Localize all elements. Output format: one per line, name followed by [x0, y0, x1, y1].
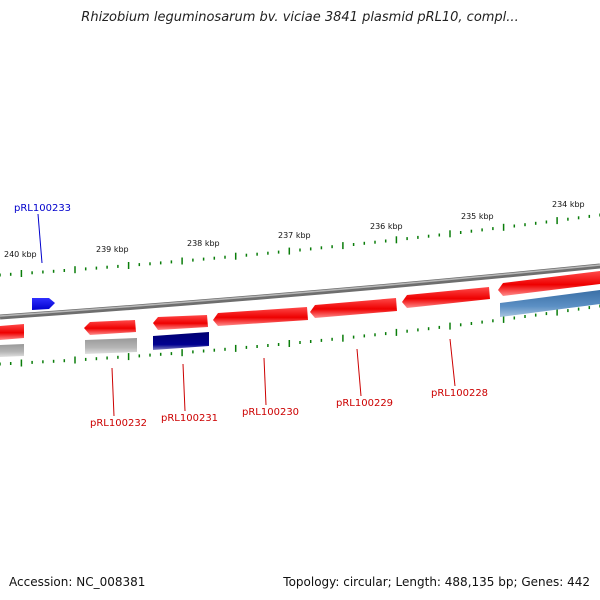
gene-pRL100230-arrow[interactable] [213, 307, 308, 326]
map-title: Rhizobium leguminosarum bv. viciae 3841 … [81, 10, 519, 25]
scale-label-238kbp: 238 kbp [187, 239, 220, 248]
gene-label-pRL100232[interactable]: pRL100232 [90, 418, 147, 429]
gene-label-pRL100233[interactable]: pRL100233 [14, 203, 71, 214]
accession-text: Accession: NC_008381 [9, 575, 146, 589]
scale-label-240kbp: 240 kbp [4, 250, 37, 259]
plasmid-backbone-highlight [0, 264, 600, 317]
gene-pRL100232-arrow[interactable] [84, 320, 136, 335]
gene-pRL100229-leader [356, 348, 362, 397]
scale-label-237kbp: 237 kbp [278, 231, 311, 240]
gene-pRL100233-leader [37, 213, 43, 264]
gene-partial-left-arrow[interactable] [0, 324, 24, 340]
gene-pRL100231-highlight[interactable] [153, 332, 209, 350]
gene-pRL100230-leader [263, 357, 267, 406]
gene-pRL100232-leader [111, 367, 115, 417]
scale-label-234kbp: 234 kbp [552, 200, 585, 209]
gene-pseudo-left[interactable] [0, 344, 24, 357]
gene-label-pRL100229[interactable]: pRL100229 [336, 398, 393, 409]
gene-pRL100233-arrow[interactable] [32, 298, 55, 310]
plasmid-backbone [0, 263, 600, 320]
gene-label-pRL100230[interactable]: pRL100230 [242, 407, 299, 418]
scale-label-239kbp: 239 kbp [96, 245, 129, 254]
gene-label-pRL100228[interactable]: pRL100228 [431, 388, 488, 399]
gene-pRL100231-upper-arrow[interactable] [153, 315, 208, 330]
gene-label-pRL100231[interactable]: pRL100231 [161, 413, 218, 424]
gene-partial-right-arrow[interactable] [498, 271, 600, 296]
topology-stats-text: Topology: circular; Length: 488,135 bp; … [283, 575, 590, 589]
gene-pseudo-pRL100232[interactable] [85, 338, 137, 354]
gene-steelblue-right[interactable] [500, 290, 600, 317]
gene-pRL100231-leader [182, 363, 186, 412]
inner-scale-ticks [0, 304, 600, 367]
outer-scale-ticks [0, 213, 600, 277]
gene-pRL100228-arrow[interactable] [402, 287, 490, 308]
scale-label-236kbp: 236 kbp [370, 222, 403, 231]
scale-label-235kbp: 235 kbp [461, 212, 494, 221]
gene-pRL100228-leader [449, 338, 456, 387]
gene-pRL100229-arrow[interactable] [310, 298, 397, 318]
